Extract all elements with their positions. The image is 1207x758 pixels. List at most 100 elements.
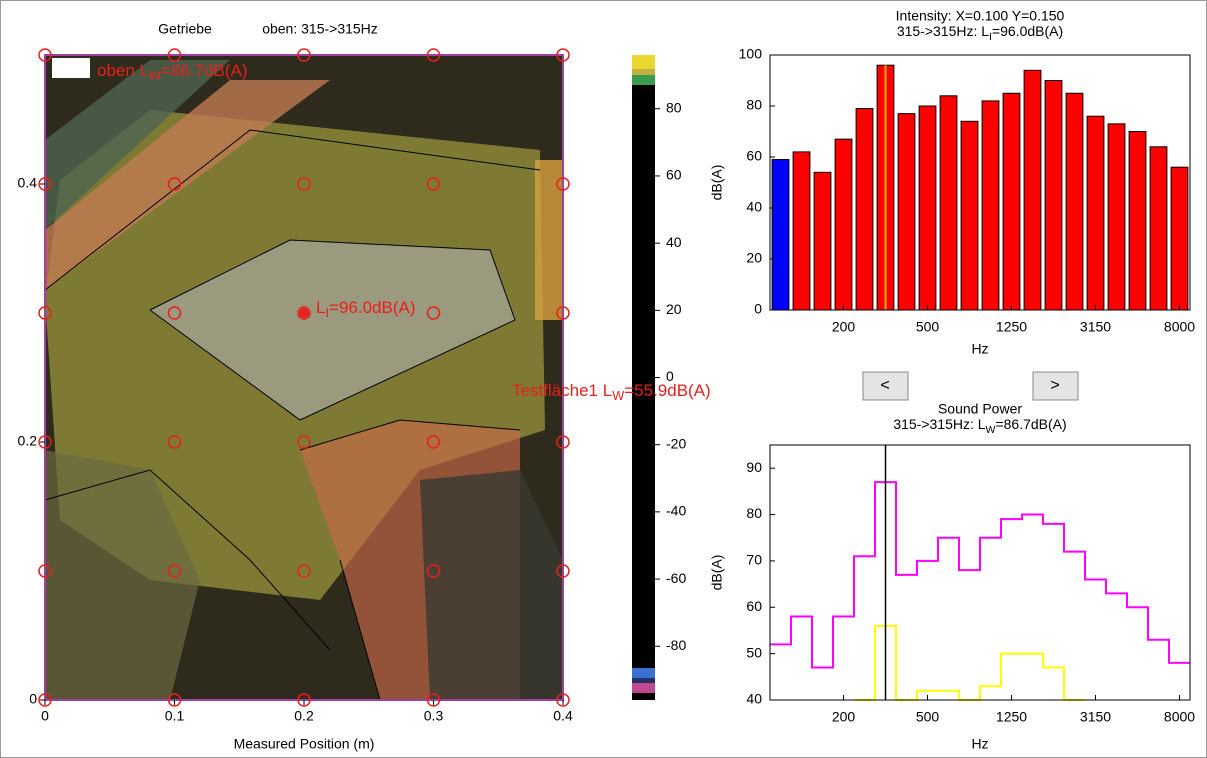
colorbar-tick-label: 0 [666, 368, 674, 384]
region [45, 80, 330, 290]
x-label: Hz [971, 736, 988, 752]
prev-button[interactable]: < [862, 371, 909, 401]
y-label: dB(A) [709, 165, 725, 201]
annotation-part: =96.0dB(A) [329, 298, 415, 317]
annotation-part: =55.9dB(A) [624, 381, 710, 400]
y-tick-label: 80 [746, 97, 762, 113]
bar [1149, 146, 1168, 311]
axes-box [769, 54, 1191, 311]
y-tick-label: 0 [29, 691, 37, 707]
bar [1128, 131, 1147, 311]
y-tick-label: 90 [746, 459, 762, 475]
y-tick-label: 40 [746, 199, 762, 215]
measure-point [297, 564, 311, 578]
x-label: Measured Position (m) [234, 736, 375, 752]
y-tick-label: 0 [754, 301, 762, 317]
axes-box [769, 444, 1191, 701]
x-tick-label: 3150 [1080, 319, 1111, 335]
y-tick-label: 100 [739, 46, 763, 62]
bar [1002, 92, 1021, 311]
annotation-part: W [612, 388, 624, 403]
chart-title: Sound Power [938, 401, 1022, 417]
x-label: Hz [971, 341, 988, 357]
bar [918, 105, 937, 311]
colorbar-band [632, 69, 655, 75]
measure-point [426, 564, 441, 578]
x-tick-label: 1250 [996, 319, 1027, 335]
bar [834, 138, 853, 311]
colorbar-band [632, 683, 655, 693]
contour [149, 239, 516, 421]
measure-point [556, 177, 570, 191]
x-tick-label: 0.1 [165, 708, 185, 724]
annotation: Testfläche1 LW=55.9dB(A) [512, 381, 711, 403]
colorbar-tick-label: 80 [666, 99, 682, 115]
chart-title: 315->315Hz: LI=96.0dB(A) [897, 23, 1063, 43]
colorbar-tick-label: -20 [666, 435, 686, 451]
y-tick-label: 0.4 [18, 175, 38, 191]
measure-point [167, 435, 182, 449]
next-button[interactable]: > [1032, 371, 1079, 401]
chart-title-part: 315->315Hz: L [897, 23, 989, 39]
bar [1086, 115, 1105, 311]
x-tick-label: 3150 [1080, 709, 1111, 725]
button-label[interactable]: > [1050, 377, 1059, 394]
plot-area [770, 445, 1190, 700]
bar [1044, 80, 1063, 311]
button-face[interactable] [1032, 371, 1079, 401]
legend-box [52, 58, 90, 78]
chart-title-part: 315->315Hz: L [893, 416, 985, 432]
chart-title-part: I [989, 31, 992, 43]
region [535, 160, 563, 320]
bar [1170, 166, 1189, 311]
annotation-part: W [149, 68, 161, 83]
measure-point [556, 693, 570, 707]
y-tick-label: 60 [746, 148, 762, 164]
measure-point [556, 435, 570, 449]
measure-point [426, 306, 441, 320]
annotation-part: I [325, 305, 329, 320]
measure-point [38, 177, 52, 191]
colorbar-tick-label: -80 [666, 637, 686, 653]
measure-point [426, 435, 441, 449]
x-tick-label: 0.3 [424, 708, 444, 724]
measure-point [556, 564, 570, 578]
measure-point [38, 564, 52, 578]
region [45, 60, 230, 230]
bar [981, 100, 1000, 311]
bar [855, 108, 874, 311]
measure-point [167, 177, 182, 191]
title-part: oben: 315->315Hz [262, 21, 378, 37]
region [420, 470, 563, 700]
colorbar [632, 55, 655, 700]
x-tick-label: 1250 [996, 709, 1027, 725]
x-tick-label: 8000 [1164, 709, 1195, 725]
chart-title: 315->315Hz: LW=86.7dB(A) [893, 416, 1066, 436]
button-face[interactable] [862, 371, 909, 401]
measure-point [297, 306, 311, 320]
title-part: Getriebe [158, 21, 212, 37]
annotation-part: L [316, 298, 325, 317]
annotation: oben LW=86.7dB(A) [97, 61, 248, 83]
colorbar-tick-label: 40 [666, 234, 682, 250]
x-tick-label: 0.2 [294, 708, 314, 724]
region [150, 240, 515, 420]
measure-point [426, 48, 441, 62]
contour [44, 129, 541, 291]
measure-point [297, 693, 311, 707]
colorbar-body [632, 55, 655, 700]
colorbar-band [632, 678, 655, 683]
measure-point [167, 306, 182, 320]
x-tick-label: 0.4 [553, 708, 573, 724]
measure-point [297, 177, 311, 191]
y-tick-label: 20 [746, 250, 762, 266]
measure-point [297, 435, 311, 449]
contour [44, 469, 331, 651]
contour [339, 559, 381, 701]
button-label[interactable]: < [880, 377, 889, 394]
bar [1065, 92, 1084, 311]
annotation: LI=96.0dB(A) [316, 298, 416, 320]
y-tick-label: 80 [746, 505, 762, 521]
y-tick-label: 40 [746, 691, 762, 707]
colorbar-band [632, 75, 655, 85]
